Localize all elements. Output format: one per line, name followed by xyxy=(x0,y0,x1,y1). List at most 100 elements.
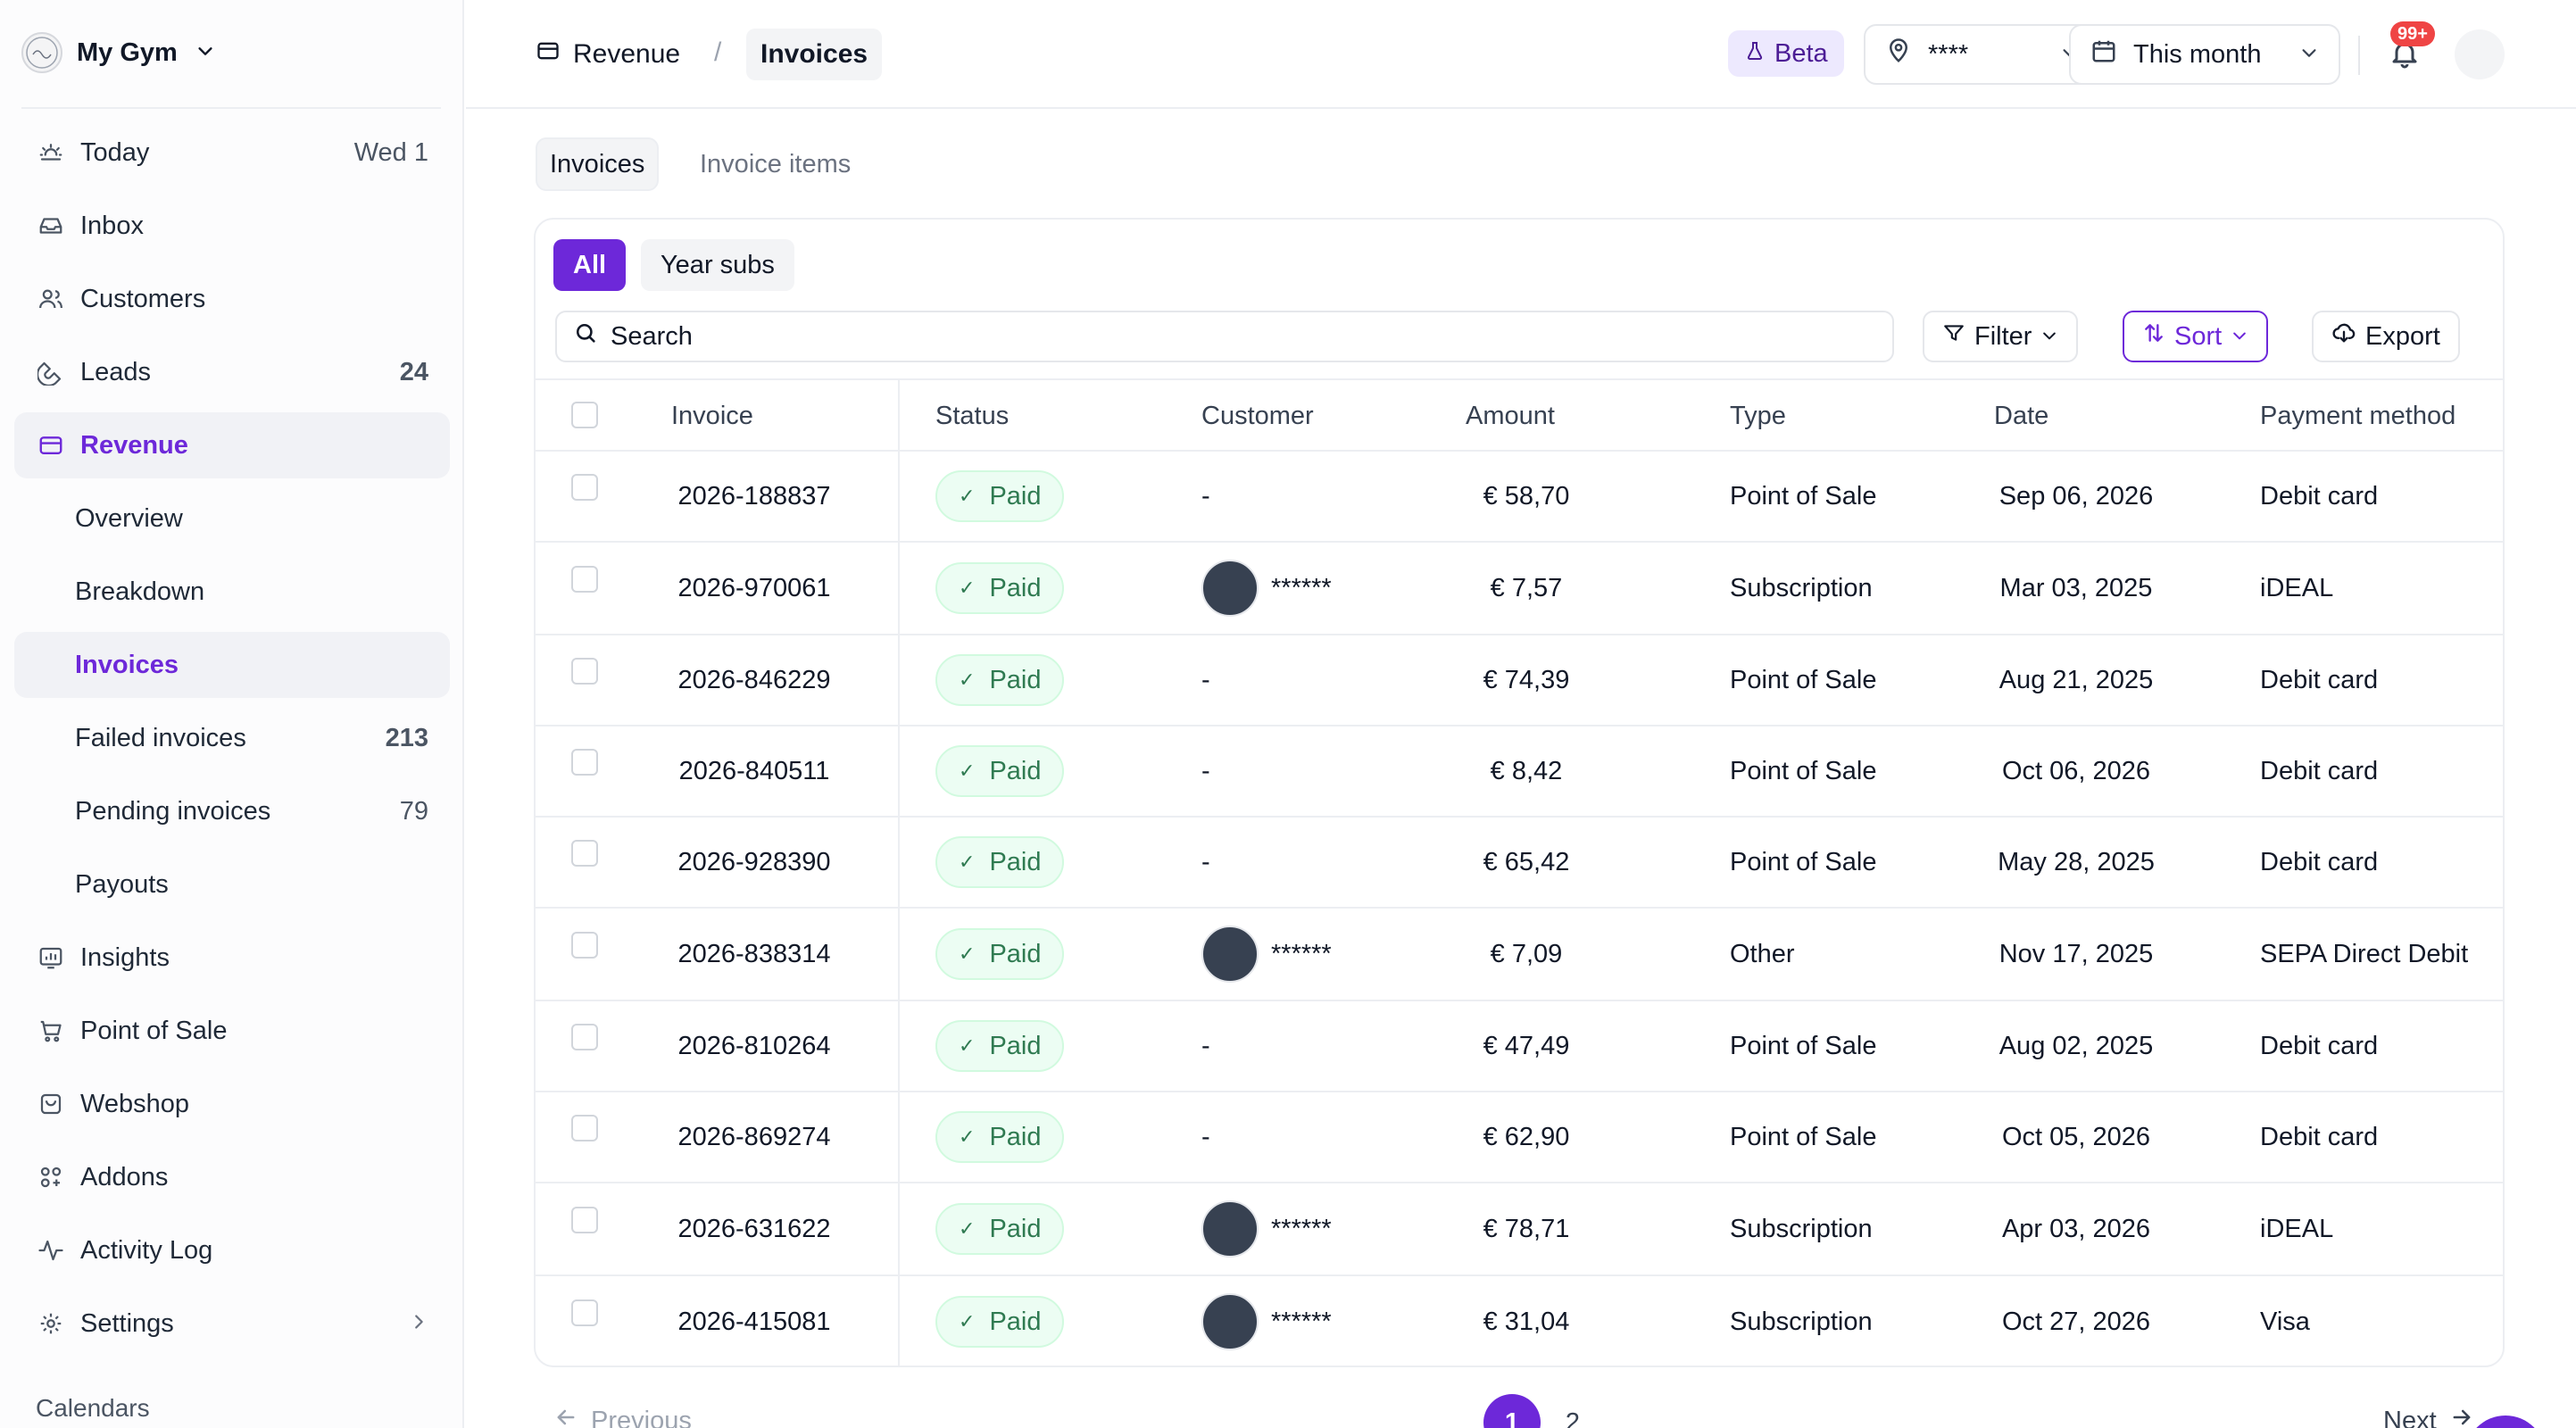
sidebar-item-label: Payouts xyxy=(75,869,169,899)
sidebar-item-payouts[interactable]: Payouts xyxy=(14,851,450,917)
invoice-number[interactable]: 2026-810264 xyxy=(677,1031,831,1060)
column-header-payment-method[interactable]: Payment method xyxy=(2260,401,2456,430)
sidebar-item-label: Settings xyxy=(80,1308,174,1338)
row-checkbox[interactable] xyxy=(571,749,598,776)
status-cell: ✓ Paid xyxy=(935,909,1065,1000)
sort-button[interactable]: Sort xyxy=(2123,311,2269,362)
invoice-date: Oct 06, 2026 xyxy=(2001,756,2151,785)
table-row[interactable]: 2026-970061 ✓ Paid ****** € 7,57 Subscription… xyxy=(536,543,2503,635)
sidebar-item-insights[interactable]: Insights xyxy=(14,925,450,991)
check-icon: ✓ xyxy=(959,760,976,782)
invoice-number[interactable]: 2026-838314 xyxy=(677,939,831,968)
status-badge: ✓ Paid xyxy=(935,1203,1065,1255)
breadcrumb-label: Revenue xyxy=(573,39,681,69)
sidebar-item-failed-invoices[interactable]: Failed invoices 213 xyxy=(14,705,450,771)
column-header-customer[interactable]: Customer xyxy=(1201,401,1314,430)
row-checkbox[interactable] xyxy=(571,1024,598,1050)
sidebar-item-revenue[interactable]: Revenue xyxy=(14,412,450,478)
select-all-checkbox[interactable] xyxy=(571,402,598,428)
check-icon: ✓ xyxy=(959,1217,976,1240)
pagination-next[interactable]: Next xyxy=(2383,1405,2474,1428)
row-checkbox[interactable] xyxy=(571,1207,598,1233)
sidebar-item-invoices[interactable]: Invoices xyxy=(14,632,450,698)
sidebar-item-pending-invoices[interactable]: Pending invoices 79 xyxy=(14,778,450,844)
row-checkbox[interactable] xyxy=(571,566,598,593)
row-checkbox[interactable] xyxy=(571,1299,598,1326)
sidebar-item-activity-log[interactable]: Activity Log xyxy=(14,1217,450,1283)
user-avatar[interactable] xyxy=(2455,29,2505,79)
invoice-number[interactable]: 2026-415081 xyxy=(677,1307,831,1336)
pagination-page-1[interactable]: 1 xyxy=(1483,1394,1541,1428)
status-badge: ✓ Paid xyxy=(935,470,1065,522)
table-row[interactable]: 2026-869274 ✓ Paid - € 62,90 Point of Sale Oct… xyxy=(536,1092,2503,1183)
customer-cell[interactable]: ****** xyxy=(1201,543,1332,634)
table-row[interactable]: 2026-631622 ✓ Paid ****** € 78,71 Subscriptio… xyxy=(536,1183,2503,1276)
period-select[interactable]: This month xyxy=(2069,24,2340,85)
column-header-date[interactable]: Date xyxy=(1994,401,2049,430)
status-badge: ✓ Paid xyxy=(935,1111,1065,1163)
pending-invoices-count: 79 xyxy=(399,796,428,826)
column-header-status[interactable]: Status xyxy=(935,401,1010,430)
sidebar-item-customers[interactable]: Customers xyxy=(14,266,450,332)
pagination-page-2[interactable]: 2 xyxy=(1565,1407,1581,1428)
sticky-column-divider xyxy=(898,378,900,1366)
table-row[interactable]: 2026-415081 ✓ Paid ****** € 31,04 Subscriptio… xyxy=(536,1276,2503,1366)
filter-tab-all[interactable]: All xyxy=(553,239,627,291)
export-button[interactable]: Export xyxy=(2312,311,2460,362)
tab-invoice-items[interactable]: Invoice items xyxy=(700,149,852,178)
table-row[interactable]: 2026-928390 ✓ Paid - € 65,42 Point of Sale May… xyxy=(536,818,2503,909)
customer-cell[interactable]: ****** xyxy=(1201,1183,1332,1274)
table-row[interactable]: 2026-838314 ✓ Paid ****** € 7,09 Other Nov 17,… xyxy=(536,909,2503,1001)
search-input[interactable]: Search xyxy=(555,311,1894,362)
check-icon: ✓ xyxy=(959,851,976,873)
filter-tab-year-subs[interactable]: Year subs xyxy=(641,239,794,291)
check-icon: ✓ xyxy=(959,1125,976,1148)
sidebar-item-today[interactable]: Today Wed 1 xyxy=(14,120,450,186)
row-checkbox[interactable] xyxy=(571,932,598,959)
invoice-number[interactable]: 2026-840511 xyxy=(678,756,830,785)
customer-cell[interactable]: ****** xyxy=(1201,1276,1332,1366)
invoice-number[interactable]: 2026-188837 xyxy=(677,481,831,511)
customer-cell[interactable]: ****** xyxy=(1201,909,1332,1000)
table-row[interactable]: 2026-840511 ✓ Paid - € 8,42 Point of Sale Oct … xyxy=(536,726,2503,818)
row-checkbox[interactable] xyxy=(571,658,598,685)
invoice-number[interactable]: 2026-846229 xyxy=(677,665,831,694)
breadcrumb-revenue[interactable]: Revenue xyxy=(536,29,680,80)
invoice-number[interactable]: 2026-928390 xyxy=(677,847,831,876)
column-header-amount[interactable]: Amount xyxy=(1466,401,1555,430)
help-chat-button[interactable] xyxy=(2465,1416,2546,1428)
sidebar-item-inbox[interactable]: Inbox xyxy=(14,193,450,259)
sidebar-item-webshop[interactable]: Webshop xyxy=(14,1071,450,1137)
table-row[interactable]: 2026-846229 ✓ Paid - € 74,39 Point of Sale Aug… xyxy=(536,635,2503,726)
location-select[interactable]: **** xyxy=(1864,24,2101,85)
chevron-down-icon xyxy=(195,41,215,65)
row-checkbox[interactable] xyxy=(571,1115,598,1142)
map-pin-icon xyxy=(1885,37,1912,71)
sidebar-item-addons[interactable]: Addons xyxy=(14,1144,450,1210)
sidebar-item-breakdown[interactable]: Breakdown xyxy=(14,559,450,625)
sidebar-item-point-of-sale[interactable]: Point of Sale xyxy=(14,998,450,1064)
breadcrumb-invoices[interactable]: Invoices xyxy=(746,29,883,80)
payment-method: iDEAL xyxy=(2260,1214,2334,1243)
sidebar-item-settings[interactable]: Settings xyxy=(14,1291,450,1357)
cart-icon xyxy=(36,1016,66,1046)
pagination-previous[interactable]: Previous xyxy=(553,1405,692,1428)
sidebar-item-overview[interactable]: Overview xyxy=(14,486,450,552)
workspace-switcher[interactable]: My Gym xyxy=(21,32,215,73)
table-row[interactable]: 2026-810264 ✓ Paid - € 47,49 Point of Sale Aug… xyxy=(536,1001,2503,1092)
invoice-number[interactable]: 2026-631622 xyxy=(677,1214,831,1243)
row-checkbox[interactable] xyxy=(571,474,598,501)
invoice-number[interactable]: 2026-970061 xyxy=(677,573,831,602)
amount: € 58,70 xyxy=(1483,481,1570,511)
row-checkbox[interactable] xyxy=(571,840,598,867)
table-row[interactable]: 2026-188837 ✓ Paid - € 58,70 Point of Sale Sep… xyxy=(536,452,2503,543)
filter-button[interactable]: Filter xyxy=(1923,311,2079,362)
status-label: Paid xyxy=(989,573,1042,602)
invoice-number[interactable]: 2026-869274 xyxy=(677,1122,831,1151)
column-header-type[interactable]: Type xyxy=(1730,401,1786,430)
tab-invoices[interactable]: Invoices xyxy=(536,137,660,191)
breadcrumb-label: Invoices xyxy=(760,39,868,69)
sidebar-item-leads[interactable]: Leads 24 xyxy=(14,339,450,405)
status-label: Paid xyxy=(989,847,1042,876)
column-header-invoice[interactable]: Invoice xyxy=(671,401,753,430)
